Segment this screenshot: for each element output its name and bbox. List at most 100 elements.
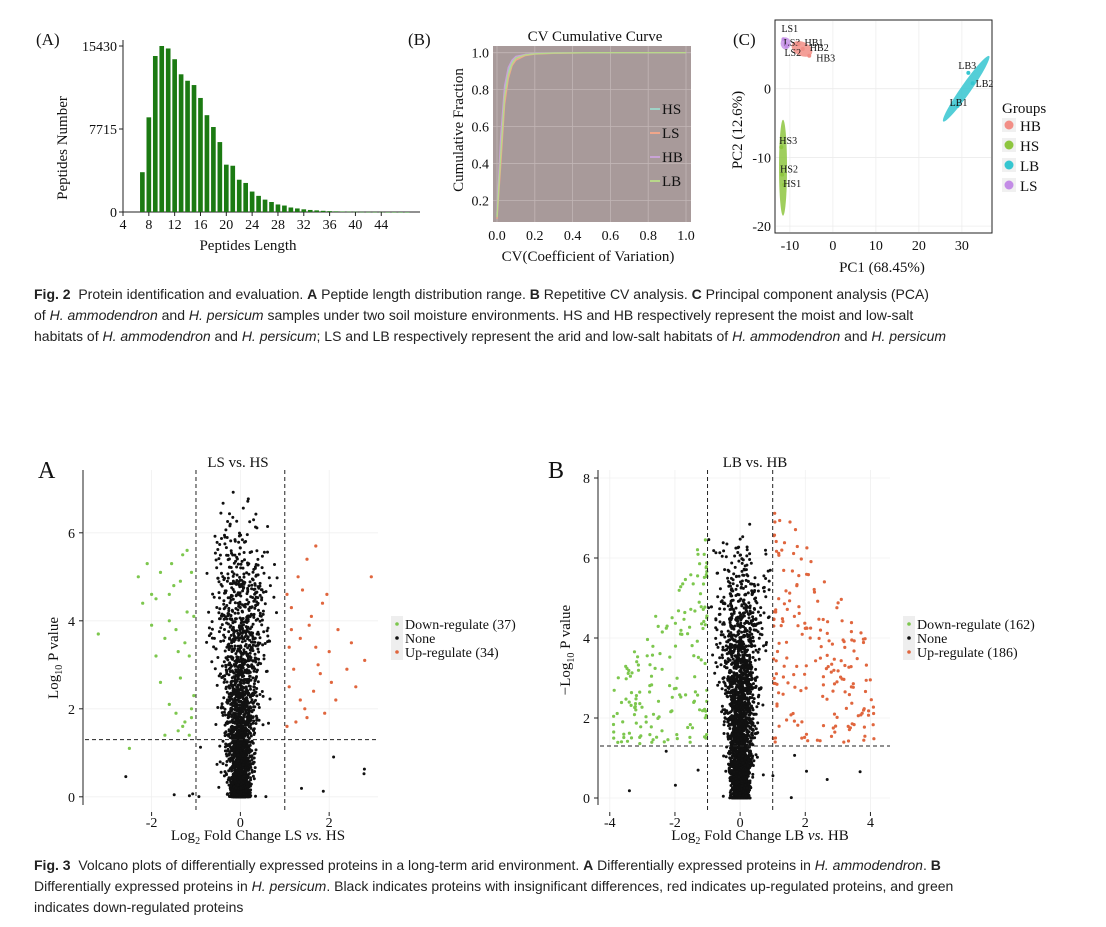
none-point: [227, 673, 231, 677]
down-point: [154, 597, 158, 601]
none-point: [227, 565, 231, 569]
none-point: [721, 541, 725, 545]
none-point: [227, 630, 231, 634]
panel-b-x-label: CV(Coefficient of Variation): [502, 249, 675, 265]
none-point: [751, 708, 755, 712]
none-point: [265, 669, 269, 673]
up-point: [287, 645, 291, 649]
none-point: [229, 617, 233, 621]
none-point: [239, 772, 243, 776]
none-point: [246, 735, 250, 739]
none-point: [230, 679, 234, 683]
none-point: [238, 629, 242, 632]
none-point: [757, 647, 761, 651]
none-point: [246, 711, 250, 715]
none-point: [252, 733, 256, 736]
pca-point-hb3: [807, 53, 812, 58]
none-point: [231, 688, 235, 692]
legend-label: Up-regulate (34): [405, 646, 499, 661]
down-point: [141, 601, 145, 605]
none-point: [223, 542, 227, 546]
none-point: [230, 726, 234, 730]
none-point: [258, 611, 262, 615]
none-point: [236, 686, 240, 690]
none-point: [720, 704, 724, 708]
none-point: [242, 575, 246, 579]
legend-dot: [395, 622, 399, 626]
none-point: [227, 685, 231, 688]
panel-a-bars: [140, 46, 410, 213]
none-point: [737, 559, 741, 563]
none-point: [227, 728, 231, 732]
down-point: [145, 562, 149, 566]
none-point: [262, 653, 266, 657]
pca-point-label: HB2: [810, 43, 829, 54]
none-point: [749, 639, 753, 643]
none-point: [767, 579, 771, 583]
pca-point-hb1: [796, 42, 801, 47]
up-point: [327, 650, 331, 654]
none-point: [247, 717, 251, 721]
down-point: [189, 716, 194, 720]
none-point: [252, 615, 256, 619]
y-tick-label: 0: [764, 83, 771, 98]
none-point: [249, 700, 253, 704]
none-point: [729, 592, 732, 596]
none-point: [218, 744, 222, 748]
none-point: [236, 676, 240, 680]
none-point: [215, 683, 219, 687]
none-point: [228, 582, 232, 586]
none-point: [266, 525, 270, 528]
none-point: [238, 795, 242, 799]
up-point: [300, 588, 305, 592]
none-point: [237, 713, 241, 717]
none-point: [241, 763, 245, 767]
down-point: [136, 575, 140, 579]
none-point: [242, 662, 246, 666]
none-point: [248, 651, 252, 655]
legend-dot: [1004, 160, 1014, 170]
none-point: [732, 611, 736, 615]
none-point: [247, 788, 251, 792]
none-point: [724, 688, 728, 692]
none-point: [751, 656, 755, 659]
none-point: [239, 562, 243, 566]
up-point: [298, 698, 302, 702]
down-point: [187, 733, 191, 737]
down-point: [163, 636, 167, 640]
none-point: [264, 795, 268, 799]
none-point: [257, 608, 260, 612]
none-point: [227, 642, 231, 646]
none-point: [244, 650, 248, 654]
none-point: [229, 549, 233, 553]
none-point: [234, 607, 238, 610]
none-point: [241, 657, 245, 661]
none-point: [736, 551, 740, 554]
none-point: [262, 590, 265, 594]
none-point: [233, 664, 237, 668]
up-point: [289, 606, 293, 610]
none-point: [235, 750, 239, 754]
none-point: [243, 705, 247, 709]
none-point: [250, 698, 254, 702]
panel-b-label: (B): [408, 30, 431, 49]
none-point: [252, 727, 256, 731]
none-point: [231, 515, 235, 519]
down-point: [158, 680, 163, 684]
none-point: [226, 596, 230, 600]
none-point: [764, 548, 767, 552]
none-point: [727, 685, 731, 689]
none-point: [251, 640, 254, 644]
none-point: [220, 623, 224, 627]
none-point: [232, 765, 236, 769]
fig2-panel-c: (C) LS1LS3LS2HB1HB2HB3LB3LB2LB1HS3HS2HS1…: [730, 19, 1046, 276]
none-point: [213, 534, 217, 538]
none-point: [256, 617, 260, 621]
none-point: [219, 770, 223, 774]
none-point: [230, 746, 234, 750]
none-point: [218, 543, 222, 546]
bar: [152, 56, 158, 212]
up-point: [314, 544, 318, 548]
